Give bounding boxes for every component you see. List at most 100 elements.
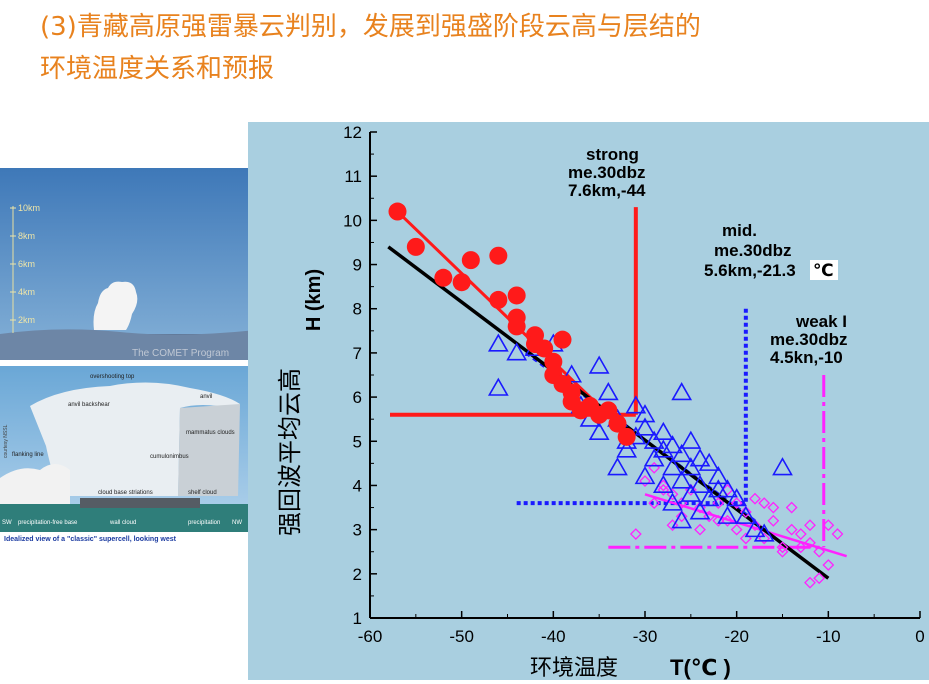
mid-point: [662, 492, 683, 511]
mid-point: [735, 505, 757, 524]
strong-point: [617, 427, 636, 446]
strong-point: [544, 352, 563, 371]
label-precip-free: precipitation-free base: [18, 520, 78, 526]
weak-point: [804, 536, 816, 549]
x-tick-label: -50: [449, 627, 474, 646]
label-anvil-backshear: anvil backshear: [68, 402, 110, 408]
x-tick-label: -30: [633, 627, 658, 646]
strong-point: [489, 246, 508, 265]
weak-point: [730, 523, 743, 536]
strong-point: [461, 251, 480, 270]
label-precipitation: precipitation: [188, 520, 220, 526]
x-axis-label-en: T(℃ ): [670, 655, 731, 680]
weak-point: [776, 541, 789, 554]
y-tick-label: 4: [353, 476, 362, 495]
mid-point: [689, 448, 711, 467]
mid-point: [726, 488, 748, 507]
annotation-mid-unit-box: [810, 260, 838, 280]
supercell-diagram: overshooting top anvil backshear anvil m…: [0, 366, 248, 544]
annotation-mid-1: me.30dbz: [714, 241, 791, 260]
y-tick-label: 3: [353, 521, 362, 540]
mid-point: [671, 470, 693, 489]
mid-point: [652, 421, 674, 440]
weak-point: [758, 497, 771, 510]
y-tick-label: 1: [353, 609, 362, 628]
mid-point: [707, 466, 729, 485]
height-label-8km: 8km: [18, 231, 35, 241]
y-tick-label: 7: [353, 344, 362, 363]
annotation-mid-unit: ℃: [813, 261, 834, 280]
mid-point: [634, 417, 656, 436]
label-shelf-cloud: shelf cloud: [188, 490, 217, 496]
y-tick-label: 12: [343, 123, 362, 142]
weak-point: [639, 475, 651, 487]
y-tick-label: 8: [353, 300, 362, 319]
mid-point: [671, 382, 693, 401]
label-flanking-line: flanking line: [12, 452, 44, 458]
label-courtesy: courtesy NSSL: [3, 424, 9, 458]
mid-point: [487, 333, 509, 352]
height-label-2km: 2km: [18, 315, 35, 325]
mid-point: [588, 355, 610, 374]
comet-credit: The COMET Program: [132, 348, 229, 359]
weak-point: [813, 572, 826, 585]
weak-point: [822, 519, 835, 532]
mid-point: [561, 364, 583, 383]
label-cloud-base: cloud base striations: [98, 490, 153, 496]
height-label-4km: 4km: [18, 287, 35, 297]
y-tick-label: 2: [353, 565, 362, 584]
x-tick-label: -20: [724, 627, 749, 646]
mid-point: [680, 483, 702, 502]
mid-point: [707, 479, 729, 498]
y-tick-label: 6: [353, 388, 362, 407]
strong-point: [452, 273, 471, 292]
weak-point: [675, 510, 688, 523]
annotation-weak-title: weak I: [795, 312, 847, 331]
weak-point: [721, 514, 734, 527]
strong-point: [608, 414, 627, 433]
mid-point: [487, 377, 509, 396]
weak-point: [629, 528, 642, 540]
label-wall-cloud: wall cloud: [109, 520, 136, 526]
mid-point: [643, 448, 665, 467]
y-axis-label-en: H (km): [303, 269, 325, 331]
mid-point: [671, 443, 693, 463]
annotation-strong-title: strong: [586, 145, 639, 164]
strong-point: [507, 286, 526, 305]
mid-point: [753, 523, 775, 542]
mid-point: [662, 457, 683, 476]
weak-point: [822, 559, 835, 571]
y-tick-label: 11: [344, 167, 362, 186]
height-label-6km: 6km: [18, 259, 35, 269]
mid-point: [689, 474, 711, 494]
slide-title: (3)青藏高原强雷暴云判别，发展到强盛阶段云高与层结的 环境温度关系和预报: [40, 6, 900, 90]
annotation-strong-2: 7.6km,-44: [568, 181, 646, 200]
weak-point: [767, 514, 780, 527]
y-tick-label: 10: [343, 211, 362, 230]
scatter-chart: 1 2 3 4 5 6 7 8 9 10 11 12 -60 -50 -40 -30 -20 -10 0 强回波平均云…: [248, 122, 929, 680]
weak-point: [785, 523, 798, 536]
mid-point: [698, 452, 720, 471]
label-overshooting-top: overshooting top: [90, 374, 135, 380]
mid-point: [744, 519, 766, 538]
mid-point: [634, 404, 656, 423]
mid-point: [717, 505, 738, 524]
y-tick-label: 5: [353, 432, 362, 451]
mid-point: [689, 501, 711, 520]
strong-point: [489, 290, 508, 309]
x-tick-label: -60: [358, 627, 383, 646]
weak-point: [749, 492, 761, 505]
mid-point: [597, 382, 619, 401]
weak-point: [804, 519, 816, 532]
weak-point: [831, 528, 844, 540]
strong-point: [388, 202, 407, 221]
mid-point: [625, 395, 647, 414]
weak-point: [785, 501, 798, 514]
y-tick-label: 9: [353, 256, 362, 275]
annotation-weak-2: 4.5kn,-10: [770, 348, 843, 367]
mid-point: [662, 435, 683, 454]
weak-point: [648, 497, 661, 510]
weak-point: [694, 523, 706, 536]
weak-point: [813, 545, 826, 558]
